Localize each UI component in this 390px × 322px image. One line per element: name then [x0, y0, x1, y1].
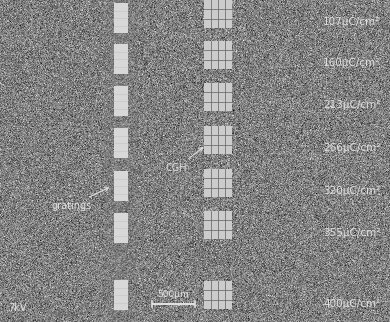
Bar [114, 44, 128, 74]
Bar [114, 3, 128, 33]
Bar [114, 86, 128, 116]
Text: 266μC/cm²: 266μC/cm² [323, 143, 380, 153]
Text: 107μC/cm²: 107μC/cm² [323, 17, 380, 27]
Bar [204, 281, 232, 309]
Bar [114, 280, 128, 310]
Bar [204, 0, 232, 28]
Text: 500μm: 500μm [158, 290, 190, 299]
Bar [204, 126, 232, 154]
Bar [114, 213, 128, 243]
Text: 355μC/cm²: 355μC/cm² [323, 228, 380, 238]
Text: 320μC/cm²: 320μC/cm² [323, 186, 380, 196]
Bar [204, 41, 232, 69]
Bar [204, 83, 232, 111]
Text: 7kV: 7kV [8, 303, 27, 313]
Text: CGH: CGH [166, 147, 203, 173]
Bar [114, 171, 128, 201]
Text: gratings: gratings [51, 188, 108, 211]
Text: 160μC/cm²: 160μC/cm² [323, 58, 380, 68]
Bar [114, 128, 128, 158]
Text: 400μC/cm²: 400μC/cm² [323, 299, 380, 309]
Text: 213μC/cm²: 213μC/cm² [323, 100, 380, 110]
Bar [204, 211, 232, 239]
Bar [204, 169, 232, 197]
